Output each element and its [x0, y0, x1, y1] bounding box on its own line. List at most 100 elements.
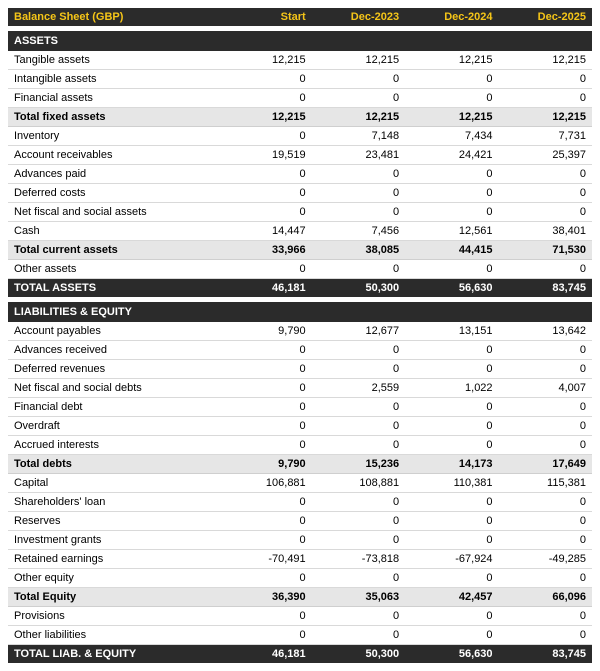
table-title: Balance Sheet (GBP)	[8, 8, 218, 29]
row-label: Advances paid	[8, 165, 218, 184]
row-label: Deferred revenues	[8, 360, 218, 379]
row-value: 25,397	[499, 146, 592, 165]
row-value: 12,215	[218, 51, 311, 70]
row-value: 36,390	[218, 588, 311, 607]
row-value: 0	[499, 607, 592, 626]
row-value: 0	[312, 165, 405, 184]
line-row: Accrued interests0000	[8, 436, 592, 455]
row-value: 83,745	[499, 645, 592, 664]
section-label: LIABILITIES & EQUITY	[8, 300, 592, 323]
line-row: Deferred revenues0000	[8, 360, 592, 379]
row-value: 0	[499, 203, 592, 222]
row-value: 0	[312, 341, 405, 360]
row-value: 0	[312, 607, 405, 626]
line-row: Retained earnings-70,491-73,818-67,924-4…	[8, 550, 592, 569]
row-value: 0	[218, 260, 311, 279]
row-value: 14,173	[405, 455, 498, 474]
row-value: 0	[312, 398, 405, 417]
row-value: 0	[499, 260, 592, 279]
line-row: Inventory07,1487,4347,731	[8, 127, 592, 146]
row-label: Other liabilities	[8, 626, 218, 645]
row-label: Shareholders' loan	[8, 493, 218, 512]
row-label: Tangible assets	[8, 51, 218, 70]
row-value: 110,381	[405, 474, 498, 493]
row-value: -67,924	[405, 550, 498, 569]
row-label: Accrued interests	[8, 436, 218, 455]
row-value: 12,677	[312, 322, 405, 341]
row-value: 0	[405, 360, 498, 379]
line-row: Deferred costs0000	[8, 184, 592, 203]
row-value: 0	[405, 70, 498, 89]
row-value: 9,790	[218, 455, 311, 474]
row-value: 14,447	[218, 222, 311, 241]
line-row: Other assets0000	[8, 260, 592, 279]
row-value: 0	[499, 398, 592, 417]
row-label: Intangible assets	[8, 70, 218, 89]
row-value: 0	[405, 260, 498, 279]
row-value: 56,630	[405, 279, 498, 300]
row-value: 0	[499, 512, 592, 531]
section-header: ASSETS	[8, 29, 592, 52]
row-value: 0	[499, 165, 592, 184]
row-label: TOTAL LIAB. & EQUITY	[8, 645, 218, 664]
row-value: 0	[499, 341, 592, 360]
row-value: 42,457	[405, 588, 498, 607]
row-value: 0	[405, 184, 498, 203]
row-value: 12,215	[405, 108, 498, 127]
row-value: 0	[405, 531, 498, 550]
line-row: Cash14,4477,45612,56138,401	[8, 222, 592, 241]
line-row: Investment grants0000	[8, 531, 592, 550]
row-label: Inventory	[8, 127, 218, 146]
line-row: Shareholders' loan0000	[8, 493, 592, 512]
row-value: 0	[312, 260, 405, 279]
row-value: 12,215	[312, 108, 405, 127]
row-value: 0	[312, 436, 405, 455]
row-value: 46,181	[218, 279, 311, 300]
subtotal-row: Total Equity36,39035,06342,45766,096	[8, 588, 592, 607]
row-value: 0	[218, 531, 311, 550]
row-value: 33,966	[218, 241, 311, 260]
row-value: 108,881	[312, 474, 405, 493]
line-row: Reserves0000	[8, 512, 592, 531]
subtotal-row: Total debts9,79015,23614,17317,649	[8, 455, 592, 474]
grand-row: TOTAL ASSETS46,18150,30056,63083,745	[8, 279, 592, 300]
row-label: Account payables	[8, 322, 218, 341]
line-row: Capital106,881108,881110,381115,381	[8, 474, 592, 493]
row-value: 38,401	[499, 222, 592, 241]
column-header: Dec-2024	[405, 8, 498, 29]
row-value: 13,642	[499, 322, 592, 341]
subtotal-row: Total fixed assets12,21512,21512,21512,2…	[8, 108, 592, 127]
row-value: 0	[312, 417, 405, 436]
row-value: 0	[218, 512, 311, 531]
row-value: 0	[312, 493, 405, 512]
row-label: Overdraft	[8, 417, 218, 436]
row-value: 0	[312, 70, 405, 89]
row-value: 0	[312, 626, 405, 645]
line-row: Financial assets0000	[8, 89, 592, 108]
row-value: 46,181	[218, 645, 311, 664]
row-value: 0	[218, 493, 311, 512]
row-label: Total current assets	[8, 241, 218, 260]
row-value: 0	[405, 165, 498, 184]
row-value: 0	[405, 607, 498, 626]
row-value: 0	[312, 512, 405, 531]
row-value: 0	[312, 569, 405, 588]
row-value: 0	[405, 512, 498, 531]
row-value: 0	[499, 89, 592, 108]
row-value: 0	[405, 626, 498, 645]
grand-row: TOTAL LIAB. & EQUITY46,18150,30056,63083…	[8, 645, 592, 664]
row-value: 50,300	[312, 279, 405, 300]
row-value: 35,063	[312, 588, 405, 607]
row-value: 0	[218, 184, 311, 203]
row-value: -49,285	[499, 550, 592, 569]
row-value: 0	[499, 493, 592, 512]
row-value: 0	[218, 607, 311, 626]
row-value: 0	[312, 531, 405, 550]
row-value: 0	[218, 626, 311, 645]
row-value: 15,236	[312, 455, 405, 474]
line-row: Overdraft0000	[8, 417, 592, 436]
row-value: 0	[218, 89, 311, 108]
row-value: 0	[218, 70, 311, 89]
row-value: 83,745	[499, 279, 592, 300]
section-header: LIABILITIES & EQUITY	[8, 300, 592, 323]
